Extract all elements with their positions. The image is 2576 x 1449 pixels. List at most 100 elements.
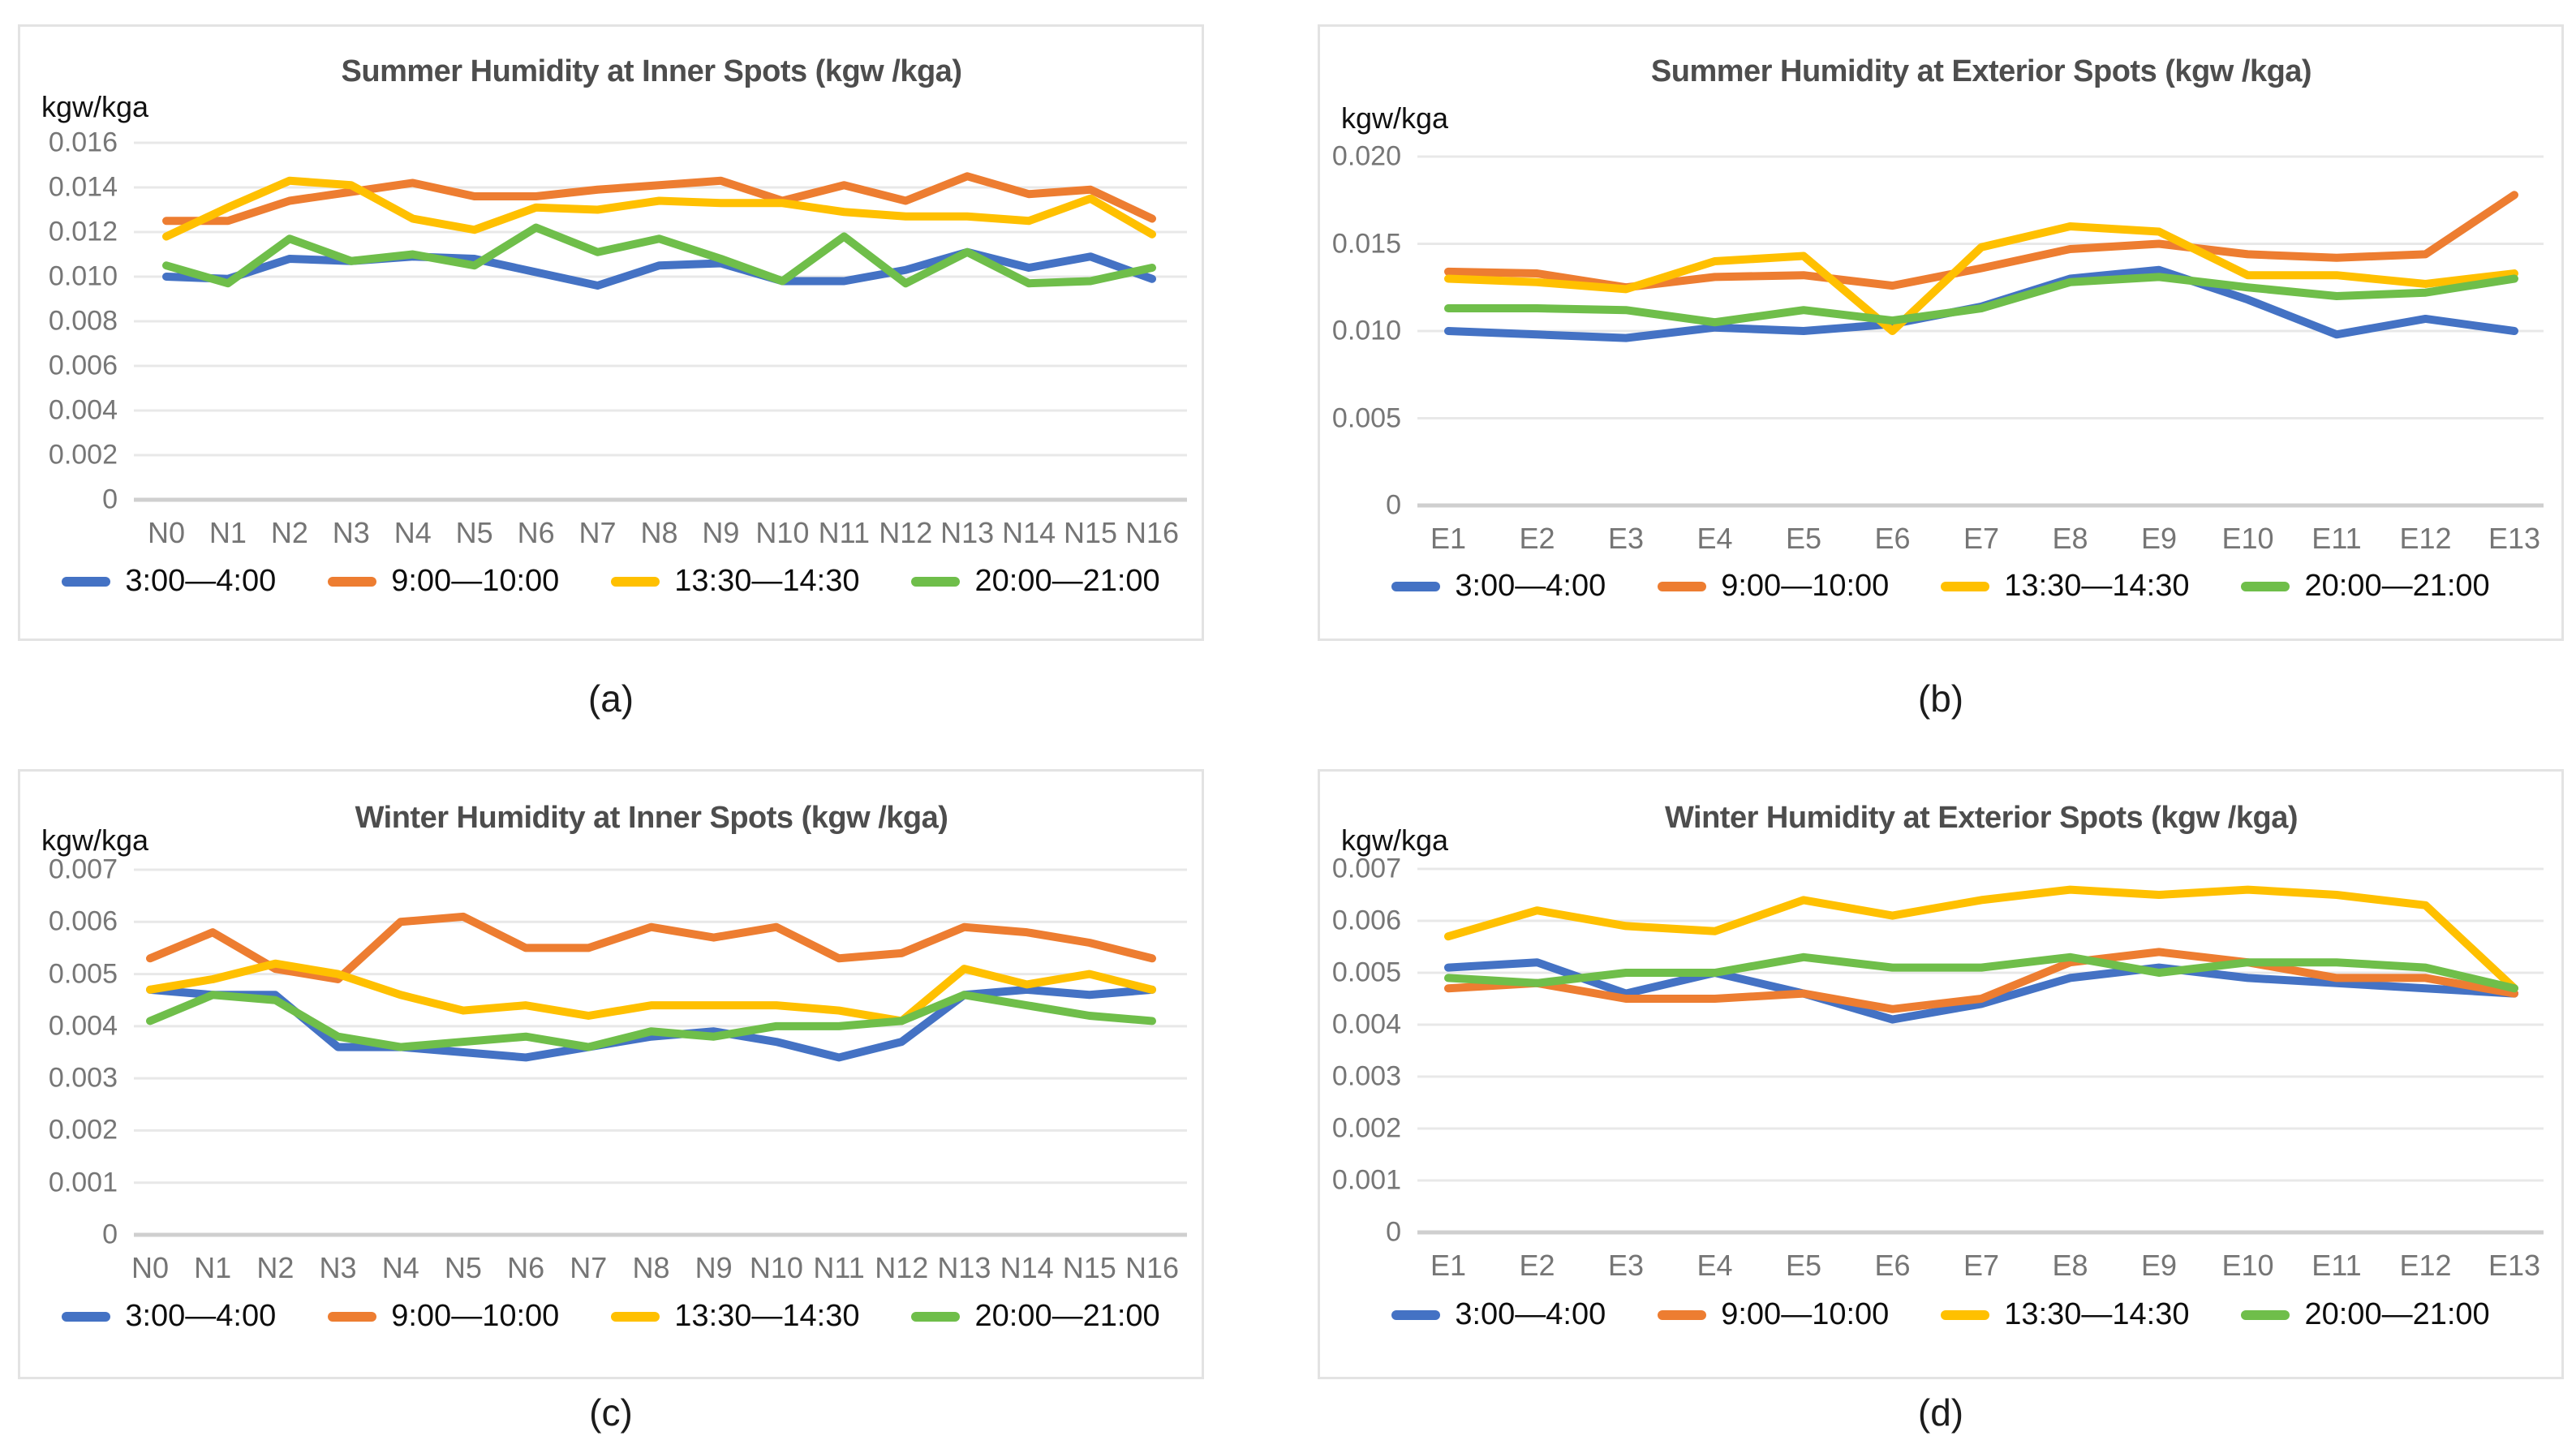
legend-item: 9:00—10:00 [328,564,559,599]
x-axis-tick-label: N15 [1064,516,1118,549]
x-axis-tick-label: N7 [578,516,617,549]
legend-item: 3:00—4:00 [1391,569,1606,604]
x-axis-tick-label: E12 [2399,1249,2452,1282]
legend-swatch-icon [2241,1309,2290,1320]
legend-swatch-icon [611,576,660,587]
subfigure-label-b: (b) [1917,677,1964,720]
x-axis-tick-label: N5 [444,1251,482,1284]
y-axis-tick-label: 0.002 [1331,1112,1401,1144]
chart-title: Summer Humidity at Inner Spots (kgw /kga… [341,54,962,88]
x-axis-tick-label: N5 [455,516,493,549]
x-axis-tick-label: E7 [1963,1249,2000,1282]
legend-label: 3:00—4:00 [1455,1297,1606,1331]
legend-label: 9:00—10:00 [391,1299,560,1333]
series-line-13:30—14:30 [1444,222,2518,335]
x-axis-tick-label: N14 [1002,516,1056,549]
chart-panel-summer-exterior: kgw/kga Summer Humidity at Exterior Spot… [1318,24,2564,641]
x-axis-tick-label: N13 [937,1251,991,1284]
x-axis-tick-label: E3 [1607,1249,1645,1282]
x-axis-tick-label: N3 [332,516,370,549]
legend-label: 9:00—10:00 [1721,569,1890,603]
y-axis-tick-label: 0.002 [48,1114,118,1146]
x-axis-tick-label: N12 [875,1251,929,1284]
legend-item: 13:30—14:30 [1941,569,2189,604]
y-axis-tick-label: 0.004 [48,394,118,426]
x-axis-tick-label: E4 [1697,1249,1733,1282]
y-axis-tick-label: 0.015 [1331,228,1401,259]
y-axis-unit-label: kgw/kga [1341,823,1449,857]
legend-label: 20:00—21:00 [2304,1297,2490,1331]
legend-item: 9:00—10:00 [1658,1297,1889,1332]
series-line-9:00—10:00 [146,912,1156,983]
legend: 3:00—4:00 9:00—10:00 13:30—14:30 20:00—21:0… [1320,569,2561,604]
y-axis-tick-label: 0.010 [48,260,118,292]
x-axis-tick-label: E10 [2221,1249,2274,1282]
series-line-20:00—21:00 [1444,273,2518,327]
legend-swatch-icon [62,576,111,587]
legend-swatch-icon [328,1311,377,1322]
x-axis-tick-label: N8 [640,516,678,549]
y-axis-tick-label: 0.006 [1331,905,1401,936]
legend-item: 13:30—14:30 [611,1299,859,1334]
legend-label: 9:00—10:00 [391,564,560,598]
legend-item: 20:00—21:00 [2241,569,2490,604]
x-axis-tick-label: N2 [270,516,308,549]
x-axis-tick-label: E9 [2140,522,2178,555]
x-axis-tick-label: N7 [570,1251,608,1284]
legend-label: 20:00—21:00 [2304,569,2490,603]
x-axis-tick-label: N3 [319,1251,357,1284]
y-axis-tick-label: 0.003 [48,1062,118,1094]
legend-swatch-icon [611,1311,660,1322]
chart-panel-winter-inner: kgw/kga Winter Humidity at Inner Spots (… [18,769,1204,1379]
x-axis-tick-label: N2 [256,1251,295,1284]
y-axis-unit-label: kgw/kga [41,90,149,123]
x-axis-tick-label: N12 [879,516,933,549]
chart-title: Winter Humidity at Inner Spots (kgw /kga… [355,801,948,835]
x-axis-tick-label: N4 [381,1251,419,1284]
y-axis-tick-label: 0 [1386,1216,1401,1248]
legend-label: 3:00—4:00 [125,1299,277,1333]
legend-swatch-icon [1658,1309,1707,1320]
series-line-13:30—14:30 [1444,885,2518,993]
x-axis-tick-label: N16 [1125,1251,1180,1284]
x-axis-tick-label: N9 [695,1251,733,1284]
x-axis-tick-label: N8 [632,1251,670,1284]
x-axis-tick-label: E12 [2399,522,2452,555]
y-axis-tick-label: 0.016 [48,127,118,158]
x-axis-tick-label: N0 [131,1251,170,1284]
x-axis-tick-label: E6 [1874,522,1911,555]
legend-item: 20:00—21:00 [911,564,1160,599]
legend-swatch-icon [1658,581,1707,591]
x-axis-tick-label: N11 [818,516,870,549]
x-axis-tick-label: N13 [940,516,995,549]
x-axis-tick-label: N14 [1000,1251,1054,1284]
x-axis-tick-label: E8 [2052,522,2088,555]
x-axis-tick-label: E6 [1874,1249,1911,1282]
y-axis-tick-label: 0.001 [48,1167,118,1198]
y-axis-tick-label: 0 [102,1219,118,1250]
y-axis-tick-label: 0.005 [1331,957,1401,988]
y-axis-tick-label: 0.002 [48,439,118,471]
y-axis-tick-label: 0 [1386,489,1401,521]
legend-label: 20:00—21:00 [974,1299,1160,1333]
x-axis-tick-label: E2 [1519,522,1555,555]
x-axis-tick-label: N16 [1125,516,1180,549]
chart-canvas [1417,155,2544,508]
legend-swatch-icon [1391,1309,1441,1320]
legend-swatch-icon [2241,581,2290,591]
legend-label: 9:00—10:00 [1721,1297,1890,1331]
legend: 3:00—4:00 9:00—10:00 13:30—14:30 20:00—21:0… [1320,1297,2561,1332]
legend-item: 20:00—21:00 [911,1299,1160,1334]
y-axis-tick-label: 0.005 [1331,402,1401,433]
x-axis-tick-label: N15 [1062,1251,1116,1284]
y-axis-tick-label: 0.006 [48,350,118,381]
legend-item: 3:00—4:00 [62,1299,276,1334]
x-axis-tick-label: N1 [194,1251,232,1284]
subfigure-label-c: (c) [589,1391,633,1434]
chart-canvas [134,141,1187,502]
x-axis-tick-label: N11 [813,1251,865,1284]
legend-swatch-icon [62,1311,111,1322]
y-axis-tick-label: 0.010 [1331,315,1401,346]
y-axis-tick-label: 0.004 [48,1010,118,1042]
x-axis-tick-label: E11 [2312,522,2362,555]
